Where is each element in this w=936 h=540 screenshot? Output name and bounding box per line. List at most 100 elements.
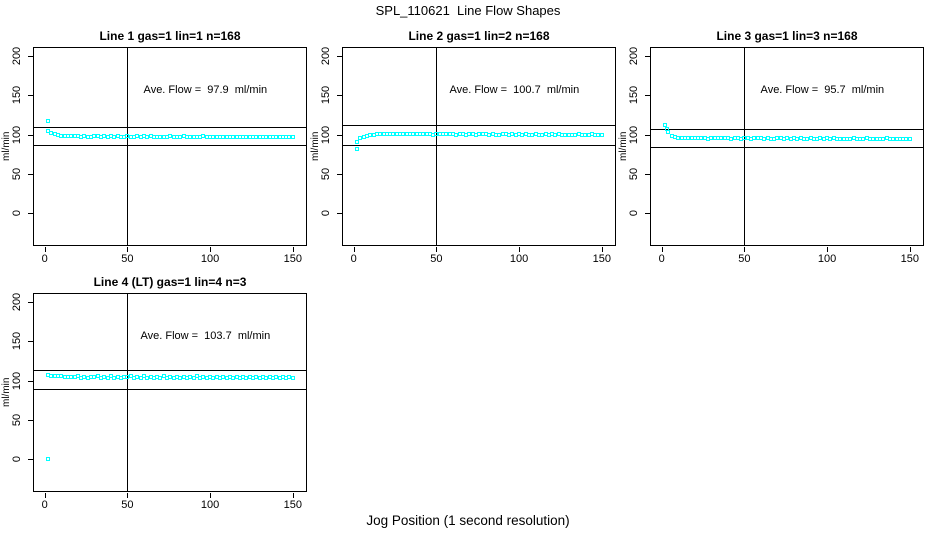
y-tick-label: 150: [320, 86, 332, 105]
x-tick-label: 100: [200, 253, 220, 265]
panel-title: Line 4 (LT) gas=1 lin=4 n=3: [93, 275, 247, 289]
flow-limit-line: [34, 388, 306, 390]
plot-area: Ave. Flow = 100.7 ml/min: [342, 47, 616, 246]
y-tick-label: 100: [11, 125, 23, 144]
y-tick-mark: [645, 134, 650, 136]
data-point: [290, 375, 295, 380]
y-tick-mark: [337, 134, 342, 136]
ave-flow-annotation: Ave. Flow = 100.7 ml/min: [449, 84, 580, 96]
jog-divider-line: [127, 48, 129, 245]
y-tick-mark: [645, 95, 650, 97]
y-tick-mark: [28, 134, 33, 136]
y-tick-label: 150: [11, 332, 23, 351]
x-tick-label: 150: [283, 499, 302, 511]
data-point: [46, 457, 51, 462]
y-tick-label: 200: [11, 46, 23, 66]
x-tick-mark: [210, 247, 212, 252]
x-tick-mark: [744, 247, 746, 252]
flow-limit-line: [34, 144, 306, 146]
panel-title: Line 3 gas=1 lin=3 n=168: [716, 29, 858, 43]
x-tick-label: 150: [592, 253, 611, 265]
x-tick-label: 50: [121, 499, 134, 511]
x-tick-label: 50: [121, 253, 134, 265]
panel-title: Line 1 gas=1 lin=1 n=168: [99, 29, 241, 43]
jog-divider-line: [744, 48, 746, 245]
x-tick-label: 150: [900, 253, 919, 265]
jog-divider-line: [436, 48, 438, 245]
y-tick-label: 50: [628, 167, 640, 181]
data-point: [599, 132, 604, 137]
ave-flow-annotation: Ave. Flow = 97.9 ml/min: [143, 84, 268, 96]
x-tick-label: 0: [41, 499, 48, 511]
flow-limit-line: [651, 129, 923, 131]
y-tick-label: 200: [628, 46, 640, 66]
y-tick-mark: [337, 174, 342, 176]
data-point: [46, 128, 51, 133]
y-tick-label: 0: [628, 210, 640, 217]
y-tick-label: 50: [320, 167, 332, 181]
data-point: [355, 146, 360, 151]
ave-flow-annotation: Ave. Flow = 103.7 ml/min: [140, 330, 271, 342]
x-tick-mark: [519, 247, 521, 252]
x-tick-mark: [292, 493, 294, 498]
x-tick-mark: [292, 247, 294, 252]
x-tick-mark: [353, 247, 355, 252]
x-tick-label: 50: [738, 253, 751, 265]
y-tick-label: 50: [11, 413, 23, 427]
x-tick-mark: [210, 493, 212, 498]
panel-line-3: Line 3 gas=1 lin=3 n=168 ml/min Ave. Flo…: [617, 20, 929, 272]
data-point: [907, 136, 912, 141]
x-axis-label: Jog Position (1 second resolution): [366, 513, 570, 528]
x-tick-label: 50: [430, 253, 443, 265]
data-point: [666, 130, 671, 135]
y-tick-label: 150: [628, 86, 640, 105]
y-tick-mark: [645, 55, 650, 57]
x-tick-mark: [601, 247, 603, 252]
x-tick-mark: [436, 247, 438, 252]
plot-area: Ave. Flow = 97.9 ml/min: [33, 47, 307, 246]
data-point: [664, 126, 669, 131]
x-tick-label: 0: [41, 253, 48, 265]
data-point: [46, 119, 51, 124]
y-tick-mark: [28, 55, 33, 57]
y-tick-label: 50: [11, 167, 23, 181]
y-tick-label: 200: [11, 292, 23, 312]
x-tick-mark: [44, 247, 46, 252]
y-tick-mark: [28, 95, 33, 97]
x-tick-mark: [44, 493, 46, 498]
panel-line-4: Line 4 (LT) gas=1 lin=4 n=3 ml/min Ave. …: [0, 266, 312, 518]
y-tick-label: 100: [628, 125, 640, 144]
data-point: [355, 139, 360, 144]
y-tick-mark: [28, 459, 33, 461]
x-tick-label: 100: [509, 253, 529, 265]
y-tick-mark: [28, 341, 33, 343]
panel-line-2: Line 2 gas=1 lin=2 n=168 ml/min Ave. Flo…: [309, 20, 621, 272]
y-tick-label: 0: [320, 210, 332, 217]
flow-limit-line: [343, 124, 615, 126]
x-tick-label: 150: [283, 253, 302, 265]
x-tick-mark: [127, 493, 129, 498]
y-tick-mark: [28, 174, 33, 176]
y-tick-label: 150: [11, 86, 23, 105]
y-tick-mark: [337, 213, 342, 215]
y-tick-mark: [645, 213, 650, 215]
jog-divider-line: [127, 294, 129, 491]
data-point: [290, 134, 295, 139]
y-tick-mark: [28, 420, 33, 422]
y-tick-mark: [28, 301, 33, 303]
y-tick-mark: [337, 55, 342, 57]
x-tick-mark: [909, 247, 911, 252]
flow-limit-line: [651, 146, 923, 148]
x-tick-mark: [661, 247, 663, 252]
y-tick-mark: [645, 174, 650, 176]
panel-line-1: Line 1 gas=1 lin=1 n=168 ml/min Ave. Flo…: [0, 20, 312, 272]
x-tick-label: 100: [817, 253, 837, 265]
x-tick-mark: [827, 247, 829, 252]
x-tick-label: 100: [200, 499, 220, 511]
y-tick-label: 200: [320, 46, 332, 66]
x-tick-label: 0: [658, 253, 665, 265]
chart-title: SPL_110621 Line Flow Shapes: [375, 3, 561, 18]
plot-area: Ave. Flow = 95.7 ml/min: [650, 47, 924, 246]
flow-limit-line: [34, 370, 306, 372]
